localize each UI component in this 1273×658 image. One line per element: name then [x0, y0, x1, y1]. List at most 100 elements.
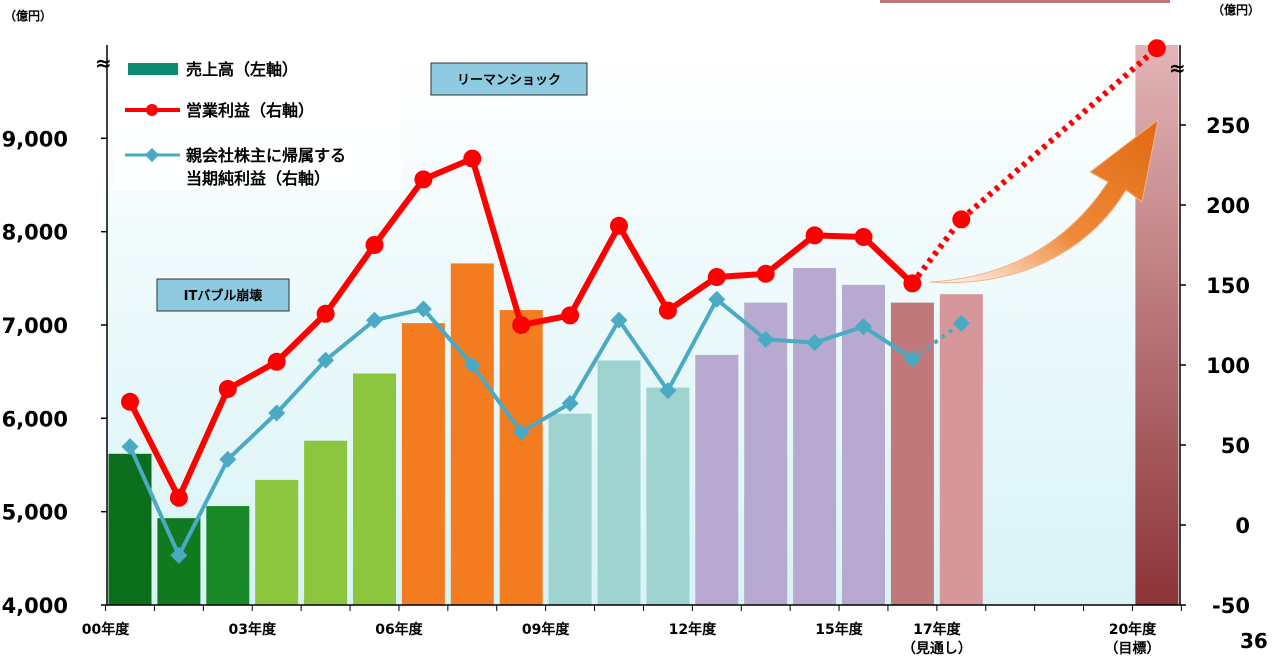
- operating-income-point: [1147, 39, 1166, 58]
- x-tick-label: 12年度: [669, 621, 717, 638]
- net-income-point: [366, 311, 383, 329]
- net-income-point: [757, 330, 775, 348]
- right-axis-unit: （億円）: [1212, 2, 1260, 17]
- legend-net-label-line1: 親会社株主に帰属する: [186, 146, 346, 165]
- operating-income-point: [512, 316, 531, 334]
- legend-op-label: 営業利益（右軸）: [186, 101, 314, 120]
- net-income-point: [806, 334, 824, 352]
- x-tick-label: 17年度: [913, 621, 961, 638]
- net-income-point: [512, 423, 530, 441]
- right-axis-tick-label: 250: [1206, 114, 1250, 138]
- x-tick-sublabel: （見通し）: [902, 641, 972, 657]
- operating-income-point: [854, 228, 873, 246]
- legend-sales-swatch: [128, 63, 178, 75]
- left-axis-tick-label: 8,000: [2, 221, 68, 245]
- net-income-point: [708, 290, 726, 308]
- sales-bar: [255, 479, 299, 605]
- it-bubble-annotation: ITバブル崩壊: [156, 278, 290, 312]
- net-income-point: [855, 318, 872, 336]
- right-axis-tick-label: 0: [1235, 514, 1250, 538]
- page-number: 36: [1240, 629, 1268, 653]
- operating-income-point: [463, 149, 482, 168]
- legend-net-label-line2: 当期純利益（右軸）: [186, 169, 330, 188]
- axis-ticks: 4,000 5,000 6,000 7,000 8,000 9,000 -50 0 50 100 1…: [2, 114, 1250, 618]
- legend-op-marker: [146, 104, 158, 116]
- growth-arrow: [929, 118, 1159, 284]
- operating-income-point: [610, 216, 628, 235]
- operating-income-point: [414, 170, 433, 189]
- left-axis-tick-label: 5,000: [2, 501, 68, 525]
- net-income-point: [317, 351, 335, 369]
- sales-bar: [353, 373, 396, 605]
- net-income-point: [659, 382, 677, 400]
- sales-bar: [1135, 45, 1179, 605]
- left-axis-tick-label: 9,000: [2, 127, 68, 151]
- sales-bar: [744, 302, 788, 605]
- net-income-point: [610, 311, 628, 329]
- net-income-point: [121, 438, 139, 456]
- x-tick-sublabel: （目標）: [1104, 640, 1160, 657]
- net-income-point: [268, 404, 286, 422]
- left-axis-break: ≈: [95, 51, 112, 75]
- sales-bar: [646, 387, 690, 605]
- sales-bar: [793, 268, 837, 605]
- operating-income-point: [121, 392, 139, 411]
- net-income-point: [903, 350, 921, 368]
- sales-bar: [206, 506, 250, 605]
- operating-income-point: [169, 488, 188, 507]
- x-tick-label: 00年度: [82, 621, 130, 638]
- net-income-point: [952, 314, 970, 332]
- right-axis-tick-label: 150: [1206, 274, 1250, 298]
- sales-bar: [401, 323, 445, 605]
- x-tick-label: 03年度: [229, 621, 277, 638]
- legend: 売上高（左軸） 営業利益（右軸） 親会社株主に帰属する 当期純利益（右軸）: [113, 50, 401, 190]
- operating-income-point: [707, 268, 726, 286]
- net-income-point: [219, 450, 237, 468]
- net-income-point: [463, 356, 481, 374]
- operating-income-point: [903, 274, 922, 293]
- x-tick-label: 09年度: [522, 621, 570, 638]
- right-axis-break: ≈: [1169, 56, 1186, 80]
- operating-income-forecast-line: [910, 45, 1159, 286]
- net-income-point: [561, 394, 579, 412]
- left-axis-unit: （億円）: [4, 8, 52, 23]
- sales-bar: [304, 440, 348, 605]
- right-axis-tick-label: -50: [1212, 594, 1250, 618]
- sales-bar: [499, 310, 543, 605]
- operating-income-point: [756, 264, 775, 283]
- left-axis-tick-label: 6,000: [2, 407, 68, 431]
- x-axis-labels: 00年度 03年度 06年度 09年度 12年度 15年度 17年度 （見通し） 20年度 （目標…: [82, 621, 1161, 657]
- lehman-annotation: リーマンショック: [430, 62, 588, 96]
- sales-bar: [548, 413, 592, 605]
- operating-income-point: [952, 210, 971, 229]
- line-series: [121, 39, 1166, 564]
- operating-income-point: [218, 380, 237, 398]
- top-right-decoration: [880, 0, 1170, 3]
- right-axis-tick-label: 100: [1206, 354, 1250, 378]
- sales-bar: [939, 294, 983, 605]
- sales-bar: [597, 360, 641, 605]
- operating-income-point: [267, 352, 286, 371]
- x-tick-label: 06年度: [375, 621, 423, 638]
- it-bubble-label: ITバブル崩壊: [184, 288, 264, 304]
- right-axis-tick-label: 200: [1206, 194, 1250, 218]
- operating-income-point: [316, 304, 335, 323]
- x-tick-label: 15年度: [815, 621, 863, 638]
- left-axis-tick-label: 7,000: [2, 314, 68, 338]
- right-axis-tick-label: 50: [1221, 434, 1250, 458]
- net-income-point: [170, 546, 188, 564]
- operating-income-point: [365, 236, 384, 254]
- net-income-forecast-line: [911, 321, 963, 361]
- left-axis-tick-label: 4,000: [2, 594, 68, 618]
- net-income-point: [414, 300, 432, 318]
- legend-net-marker: [144, 147, 160, 163]
- legend-sales-label: 売上高（左軸）: [186, 60, 298, 79]
- lehman-label: リーマンショック: [457, 73, 561, 88]
- operating-income-point: [561, 306, 580, 325]
- x-tick-label: 20年度: [1109, 621, 1157, 638]
- sales-bar: [695, 354, 739, 605]
- sales-bar: [450, 263, 494, 605]
- operating-income-point: [805, 226, 824, 245]
- operating-income-point: [658, 301, 677, 320]
